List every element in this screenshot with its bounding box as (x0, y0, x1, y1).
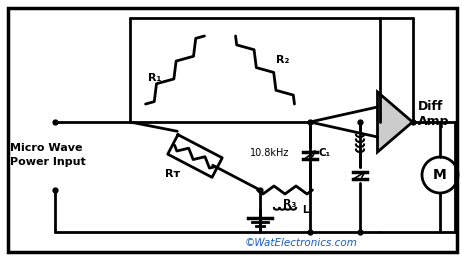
Text: ©WatElectronics.com: ©WatElectronics.com (245, 238, 358, 248)
Polygon shape (378, 92, 412, 152)
Text: 10.8kHz: 10.8kHz (250, 148, 289, 158)
Text: Diff: Diff (418, 101, 443, 114)
Text: C₁: C₁ (318, 148, 330, 158)
Text: L₁: L₁ (302, 205, 312, 215)
Text: Amp: Amp (418, 115, 449, 128)
Text: Power Input: Power Input (10, 157, 86, 167)
Text: M: M (433, 168, 447, 182)
Text: Micro Wave: Micro Wave (10, 143, 82, 153)
Text: R₁: R₁ (148, 73, 162, 83)
Text: R₃: R₃ (283, 199, 297, 209)
Text: Rᴛ: Rᴛ (166, 169, 180, 179)
Text: R₂: R₂ (276, 55, 290, 65)
